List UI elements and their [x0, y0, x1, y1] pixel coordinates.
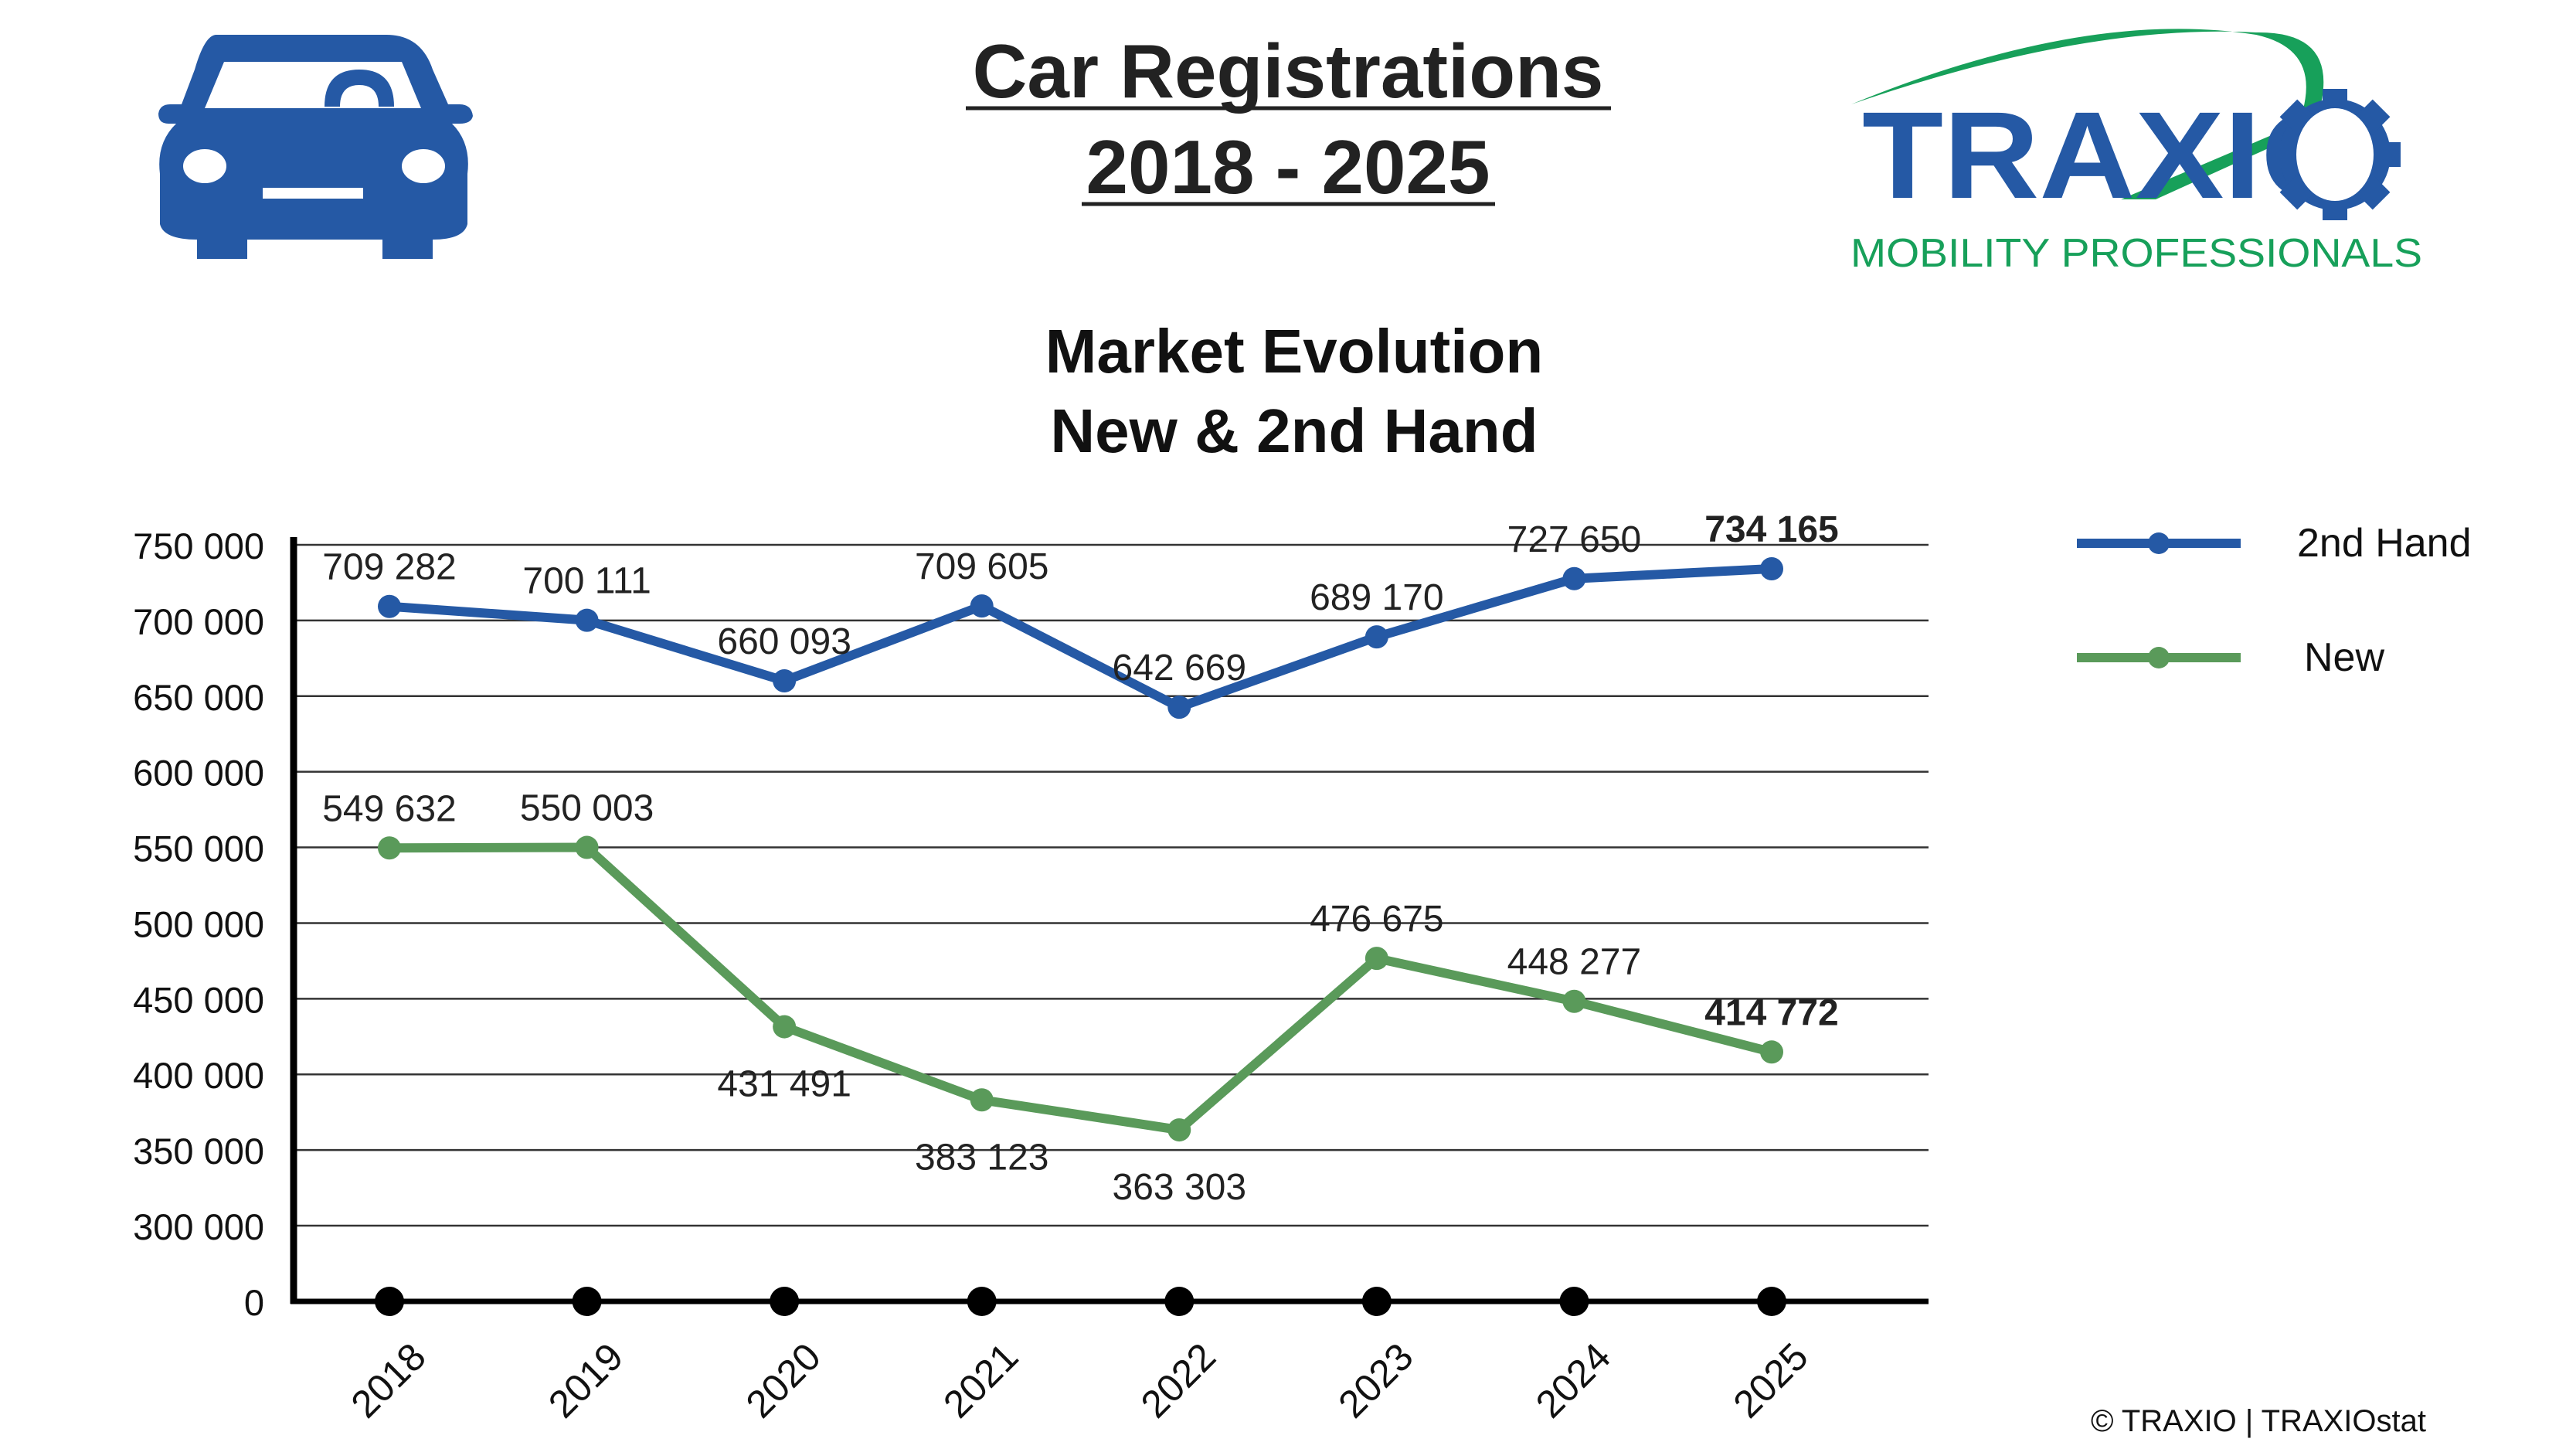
x-axis-marker — [1361, 1287, 1392, 1316]
x-axis-marker — [1559, 1287, 1589, 1316]
car-icon — [158, 35, 473, 259]
legend-item-new[interactable]: New — [2077, 635, 2384, 680]
y-tick-label: 500 000 — [133, 903, 264, 944]
data-label: 734 165 — [1704, 509, 1839, 550]
data-label: 700 111 — [522, 561, 651, 602]
x-tick-label: 2021 — [935, 1335, 1026, 1426]
logo-tagline: MOBILITY PROFESSIONALS — [1850, 231, 2422, 276]
chart-title: Market Evolution — [1045, 317, 1544, 386]
legend-label-2nd-hand: 2nd Hand — [2297, 521, 2472, 566]
y-tick-label: 650 000 — [133, 677, 264, 718]
data-label: 727 650 — [1507, 519, 1642, 560]
y-tick-label: 550 000 — [133, 828, 264, 869]
x-tick-label: 2023 — [1330, 1335, 1421, 1426]
y-tick-label: 300 000 — [133, 1206, 264, 1247]
data-label: 709 282 — [322, 547, 457, 588]
x-tick-label: 2022 — [1133, 1335, 1224, 1426]
data-point — [575, 835, 599, 859]
y-tick-label: 700 000 — [133, 601, 264, 642]
legend-label-new: New — [2304, 635, 2384, 680]
data-label: 414 772 — [1704, 992, 1839, 1033]
data-label: 431 491 — [717, 1064, 851, 1105]
legend-item-2nd-hand[interactable]: 2nd Hand — [2077, 521, 2472, 566]
legend-marker-new — [2148, 647, 2170, 668]
data-point — [1760, 1040, 1783, 1064]
x-tick-label: 2020 — [738, 1335, 829, 1426]
data-point — [1364, 625, 1388, 649]
data-label: 660 093 — [717, 621, 851, 662]
copyright: © TRAXIO | TRAXIOstat — [2091, 1404, 2426, 1438]
data-label: 383 123 — [915, 1137, 1049, 1178]
line-chart: 0 300 000 350 000 400 000 450 000 500 000 550 … — [133, 509, 1929, 1426]
x-tick-label: 2018 — [343, 1335, 434, 1426]
data-point — [1760, 557, 1783, 581]
chart-subtitle: New & 2nd Hand — [1050, 396, 1538, 465]
data-point — [970, 1088, 994, 1112]
data-point — [378, 836, 401, 860]
data-label: 476 675 — [1310, 899, 1444, 940]
data-point — [1364, 947, 1388, 971]
x-axis-marker — [572, 1287, 602, 1316]
y-tick-label: 750 000 — [133, 526, 264, 566]
data-point — [1562, 566, 1586, 590]
y-tick-label: 350 000 — [133, 1131, 264, 1172]
data-point — [1167, 696, 1191, 719]
legend: 2nd Hand New — [2077, 521, 2472, 680]
x-axis-marker — [375, 1287, 404, 1316]
y-tick-label: 400 000 — [133, 1055, 264, 1096]
y-tick-label: 600 000 — [133, 753, 264, 794]
x-axis-marker — [967, 1287, 997, 1316]
x-tick-label: 2024 — [1528, 1335, 1619, 1426]
legend-marker-2nd-hand — [2148, 532, 2170, 554]
data-label: 448 277 — [1507, 942, 1642, 983]
gear-icon — [2269, 89, 2401, 220]
data-label: 549 632 — [322, 788, 457, 829]
y-tick-label: 450 000 — [133, 979, 264, 1020]
x-tick-label: 2019 — [540, 1335, 631, 1426]
page-subtitle: 2018 - 2025 — [1086, 124, 1490, 209]
x-axis-marker — [1164, 1287, 1195, 1316]
series-line-2nd-hand — [389, 564, 1772, 713]
data-point — [575, 608, 599, 632]
data-point — [773, 669, 797, 693]
data-label: 363 303 — [1113, 1167, 1247, 1208]
data-label: 642 669 — [1113, 648, 1247, 689]
data-label: 709 605 — [915, 546, 1049, 587]
y-tick-label: 0 — [244, 1282, 264, 1323]
x-axis-marker — [1757, 1287, 1786, 1316]
data-point — [970, 594, 994, 618]
data-label: 689 170 — [1310, 577, 1444, 618]
page-title: Car Registrations — [973, 29, 1604, 114]
x-axis-marker — [770, 1287, 800, 1316]
data-point — [1562, 989, 1586, 1013]
traxio-logo: TRAXIO MOBILITY PROFESSIONALS — [1850, 29, 2422, 276]
data-label: 550 003 — [520, 788, 654, 829]
series-line-new — [389, 842, 1773, 1135]
data-point — [773, 1015, 797, 1039]
x-tick-label: 2025 — [1725, 1335, 1816, 1426]
data-point — [378, 594, 401, 618]
data-point — [1167, 1118, 1191, 1142]
